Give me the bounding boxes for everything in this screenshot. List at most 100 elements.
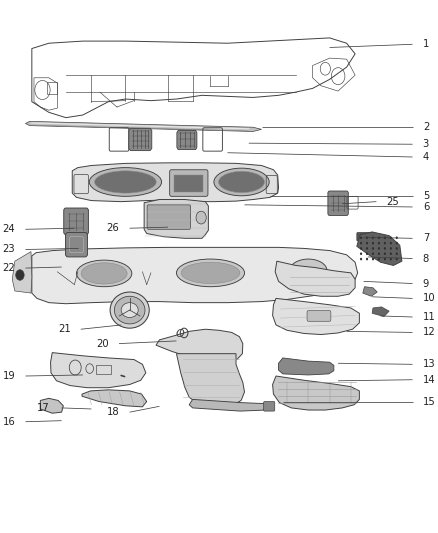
FancyBboxPatch shape <box>264 401 275 411</box>
Text: 19: 19 <box>3 371 15 381</box>
Ellipse shape <box>181 262 240 284</box>
Circle shape <box>396 253 398 255</box>
Text: 18: 18 <box>107 407 120 417</box>
Text: O: O <box>176 329 184 339</box>
Polygon shape <box>189 399 269 411</box>
Text: 17: 17 <box>36 403 49 413</box>
Circle shape <box>390 247 392 250</box>
Text: 26: 26 <box>107 223 120 233</box>
Circle shape <box>396 237 398 239</box>
Circle shape <box>372 253 374 255</box>
Circle shape <box>396 247 398 250</box>
Text: 1: 1 <box>423 39 429 49</box>
Circle shape <box>366 258 368 261</box>
Circle shape <box>360 258 362 261</box>
Polygon shape <box>156 329 243 361</box>
Ellipse shape <box>114 296 145 324</box>
Ellipse shape <box>81 263 127 284</box>
Polygon shape <box>25 122 261 132</box>
Circle shape <box>378 237 380 239</box>
Polygon shape <box>82 390 147 407</box>
FancyBboxPatch shape <box>328 191 348 215</box>
Text: 2: 2 <box>423 122 429 132</box>
Circle shape <box>378 247 380 250</box>
Text: 3: 3 <box>423 139 429 149</box>
Ellipse shape <box>77 260 132 287</box>
Polygon shape <box>40 398 64 413</box>
Circle shape <box>366 237 368 239</box>
FancyBboxPatch shape <box>307 311 331 321</box>
Polygon shape <box>32 247 358 304</box>
Polygon shape <box>177 354 244 407</box>
Text: 20: 20 <box>96 338 109 349</box>
Text: 8: 8 <box>423 254 429 263</box>
Circle shape <box>366 247 368 250</box>
Text: 13: 13 <box>423 359 435 369</box>
Circle shape <box>196 211 206 224</box>
Polygon shape <box>144 199 208 238</box>
Ellipse shape <box>214 168 269 196</box>
Circle shape <box>378 242 380 245</box>
Circle shape <box>360 242 362 245</box>
FancyBboxPatch shape <box>64 208 88 235</box>
Ellipse shape <box>121 303 138 318</box>
Circle shape <box>16 270 24 280</box>
FancyBboxPatch shape <box>65 232 88 257</box>
Text: 11: 11 <box>423 312 435 322</box>
Text: 14: 14 <box>423 375 435 385</box>
Text: 9: 9 <box>423 279 429 288</box>
Ellipse shape <box>89 167 162 196</box>
Polygon shape <box>177 131 197 150</box>
Circle shape <box>372 247 374 250</box>
Text: 12: 12 <box>423 327 435 337</box>
Polygon shape <box>279 358 334 375</box>
Polygon shape <box>357 232 402 265</box>
Text: 7: 7 <box>423 233 429 244</box>
Polygon shape <box>275 261 355 296</box>
Circle shape <box>390 258 392 261</box>
Circle shape <box>360 253 362 255</box>
Circle shape <box>372 237 374 239</box>
Circle shape <box>384 258 386 261</box>
Polygon shape <box>363 287 377 296</box>
Circle shape <box>390 242 392 245</box>
Circle shape <box>366 253 368 255</box>
Circle shape <box>384 237 386 239</box>
FancyBboxPatch shape <box>170 169 208 196</box>
FancyBboxPatch shape <box>147 205 191 229</box>
Polygon shape <box>272 298 359 335</box>
Text: 4: 4 <box>423 152 429 162</box>
FancyBboxPatch shape <box>174 175 203 192</box>
Circle shape <box>360 247 362 250</box>
Circle shape <box>378 258 380 261</box>
Text: 24: 24 <box>3 224 15 235</box>
FancyBboxPatch shape <box>357 232 374 241</box>
Circle shape <box>366 242 368 245</box>
Ellipse shape <box>290 259 327 282</box>
Polygon shape <box>372 307 389 317</box>
Polygon shape <box>272 376 359 410</box>
Circle shape <box>360 237 362 239</box>
Circle shape <box>390 253 392 255</box>
Text: 16: 16 <box>3 417 15 427</box>
Circle shape <box>396 242 398 245</box>
Text: 21: 21 <box>58 324 71 334</box>
Text: 25: 25 <box>387 197 399 207</box>
Circle shape <box>384 253 386 255</box>
Ellipse shape <box>219 171 265 192</box>
Circle shape <box>378 253 380 255</box>
Ellipse shape <box>110 292 149 328</box>
Circle shape <box>372 242 374 245</box>
Polygon shape <box>129 128 152 151</box>
Ellipse shape <box>177 259 244 287</box>
Circle shape <box>372 258 374 261</box>
Ellipse shape <box>95 171 156 193</box>
Circle shape <box>396 258 398 261</box>
Polygon shape <box>12 252 32 293</box>
Circle shape <box>390 237 392 239</box>
Text: 6: 6 <box>423 202 429 212</box>
Text: 15: 15 <box>423 397 435 407</box>
Polygon shape <box>72 163 279 201</box>
Text: 23: 23 <box>3 245 15 254</box>
Polygon shape <box>50 353 146 387</box>
